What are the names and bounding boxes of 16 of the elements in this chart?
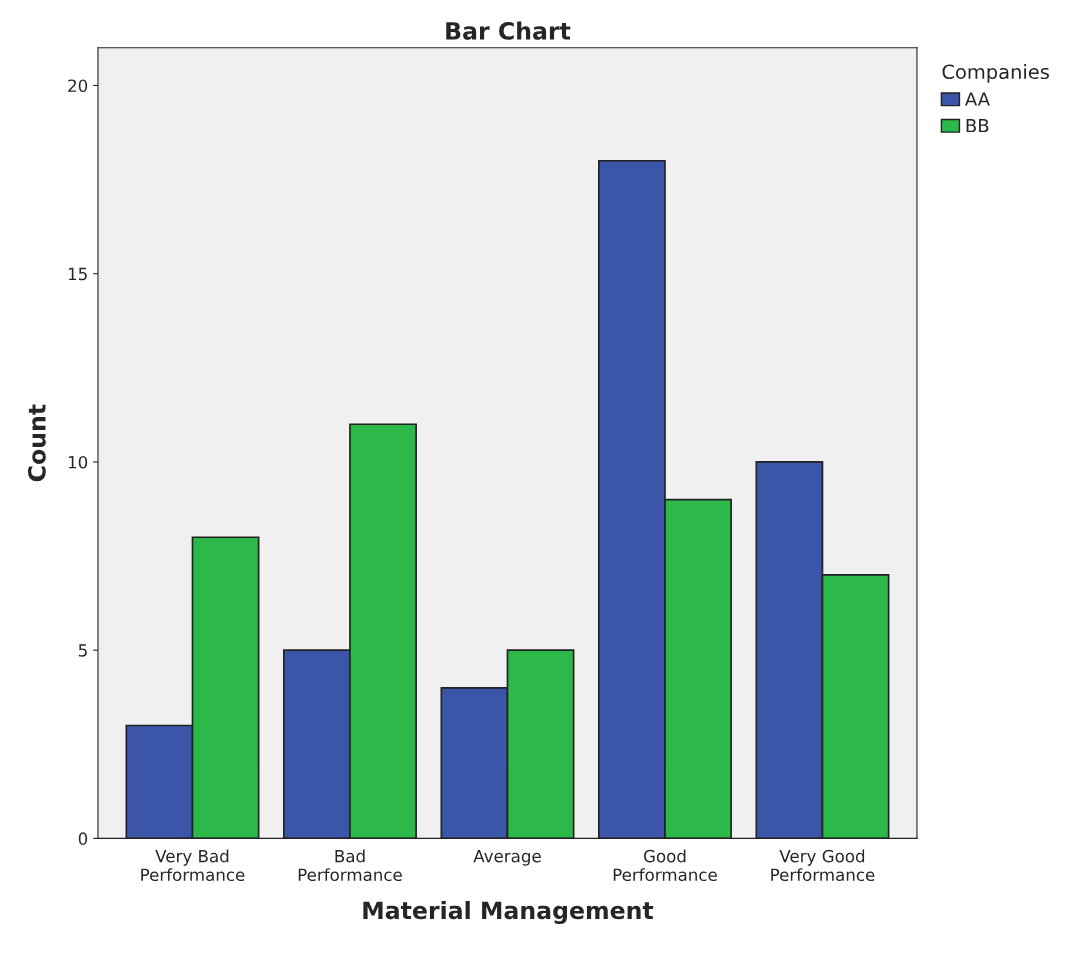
y-tick-label: 0 [78,832,88,845]
y-tick-label: 10 [68,455,88,469]
x-axis-title: Material Management [363,900,654,925]
legend-title: Companies [942,64,1049,83]
legend-label: AA [965,92,990,106]
y-tick-label: 20 [68,79,88,93]
x-tick-label: Average [473,850,541,866]
y-axis-title: Count [27,404,46,482]
chart-title: Bar Chart [446,21,571,40]
x-tick-label: Very Bad Performance [141,849,245,882]
y-tick-label: 5 [78,644,87,657]
x-tick-label: Very Good Performance [771,849,875,882]
legend-label: BB [966,118,989,133]
x-tick-label: Good Performance [613,849,717,882]
x-tick-label: Bad Performance [298,849,402,882]
y-tick-label: 15 [68,267,87,281]
